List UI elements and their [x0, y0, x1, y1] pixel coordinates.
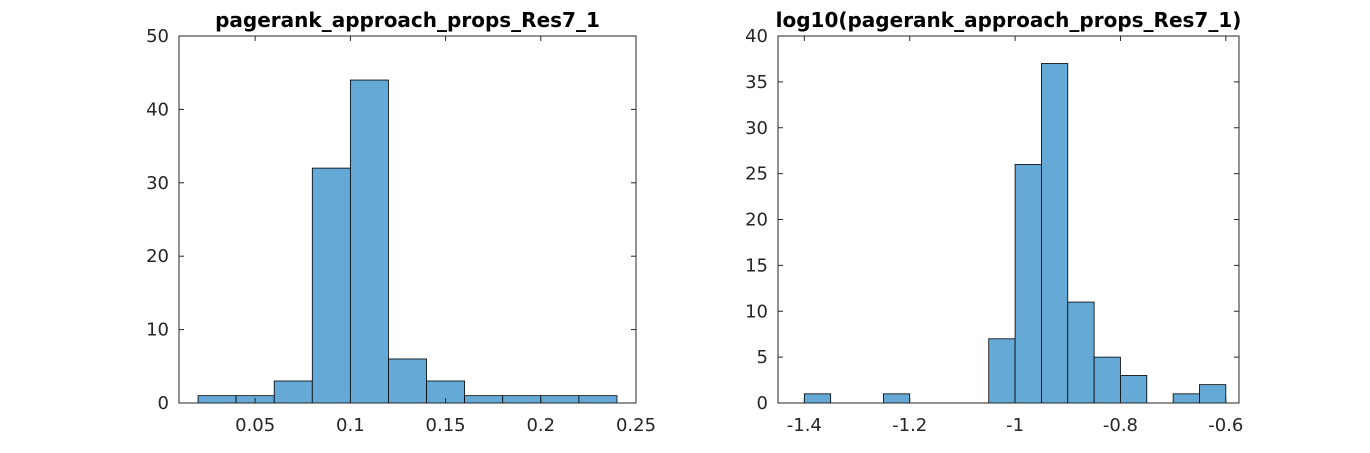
x-tick-label: 0.05	[235, 415, 275, 436]
x-tick-label: -1.4	[787, 415, 822, 436]
histogram-bar	[464, 395, 504, 404]
histogram-panel-2: -1.4 -1.2 -1 -0.8 -0.6 0 5 10 15 20 25 30 35 40 log10(…	[745, 8, 1243, 436]
x-tick-label: -1	[1006, 415, 1024, 436]
y-tick-label: 5	[757, 347, 768, 368]
histogram-bar	[988, 338, 1016, 404]
histogram-bar	[1093, 356, 1121, 404]
histogram-bar	[502, 395, 542, 404]
x-tick-label: 0.1	[336, 415, 365, 436]
y-tick-label: 0	[158, 393, 169, 414]
x-tick-label: 0.15	[426, 415, 466, 436]
x-tick-label: 0.25	[616, 415, 656, 436]
y-tick-label: 10	[745, 301, 768, 322]
y-tick-label: 40	[146, 99, 169, 120]
histogram-bar	[882, 393, 911, 404]
axes-box	[178, 35, 637, 404]
y-tick-label: 25	[745, 164, 768, 185]
y-tick-label: 35	[745, 72, 768, 93]
histogram-bar	[1041, 63, 1069, 404]
y-tick-label: 30	[745, 118, 768, 139]
x-tick-label: 0.2	[526, 415, 555, 436]
histogram-bar	[311, 167, 351, 404]
x-tick-label: -0.6	[1208, 415, 1243, 436]
y-tick-label: 40	[745, 26, 768, 47]
x-tick-label: -1.2	[892, 415, 927, 436]
chart-title: log10(pagerank_approach_props_Res7_1)	[776, 8, 1242, 32]
histogram-bar	[1067, 301, 1095, 404]
histogram-bar	[1014, 164, 1042, 404]
y-tick-label: 20	[745, 210, 768, 231]
y-tick-label: 0	[757, 393, 768, 414]
histogram-panel-1: 0.05 0.1 0.15 0.2 0.25 0 10 20 30 40 50 pagerank_ap…	[146, 8, 656, 436]
histogram-bar	[1172, 393, 1200, 404]
histogram-bar	[197, 395, 237, 404]
y-tick-label: 50	[146, 26, 169, 47]
histogram-bar	[1199, 384, 1227, 404]
histogram-bar	[1120, 375, 1148, 404]
histogram-bar	[273, 380, 313, 404]
y-tick-label: 30	[146, 173, 169, 194]
histogram-bar	[388, 358, 427, 404]
y-tick-label: 10	[146, 320, 169, 341]
histogram-bar	[540, 395, 580, 404]
histogram-bar	[349, 79, 389, 404]
histogram-bar	[803, 393, 832, 404]
y-tick-label: 20	[146, 246, 169, 267]
chart-title: pagerank_approach_props_Res7_1	[215, 8, 600, 32]
x-tick-label: -0.8	[1103, 415, 1138, 436]
histogram-bar	[578, 395, 618, 404]
y-tick-label: 15	[745, 255, 768, 276]
